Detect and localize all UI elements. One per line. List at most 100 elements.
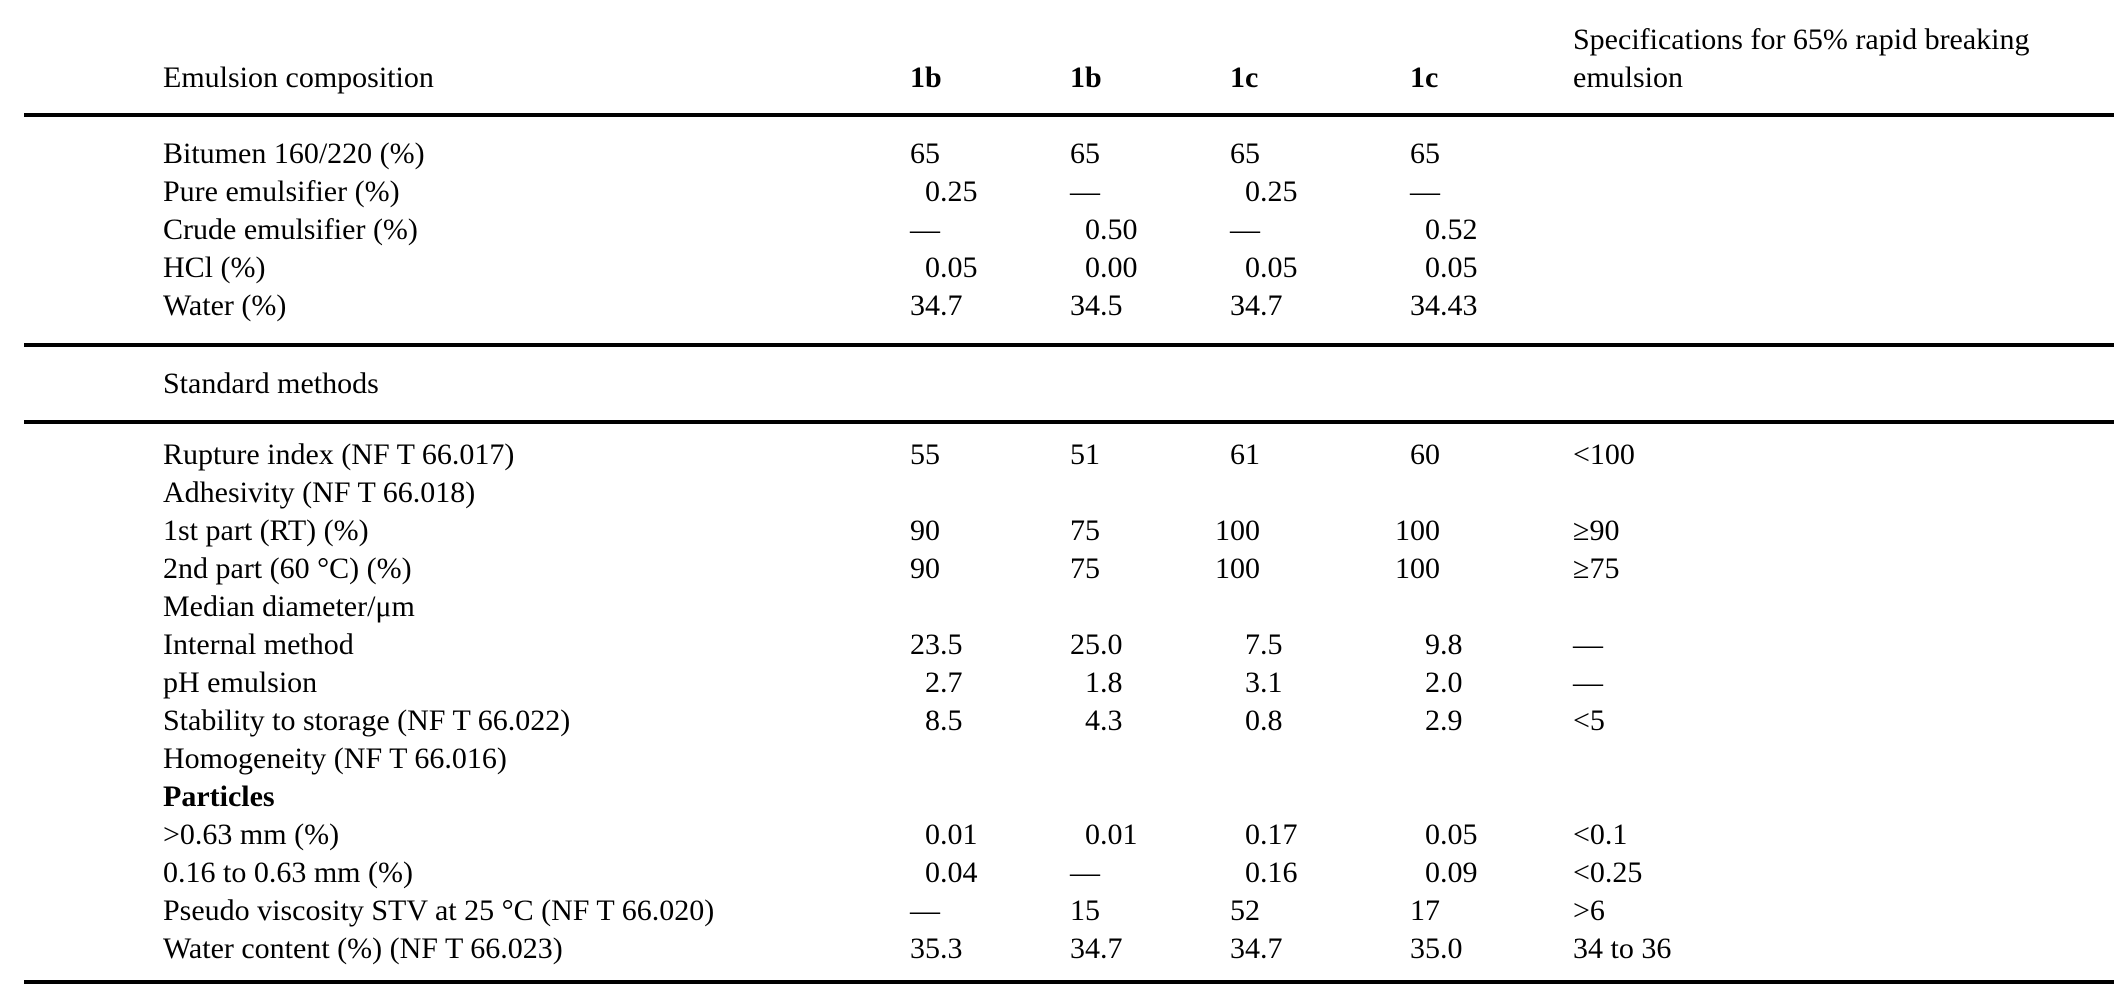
section-label: Standard methods bbox=[163, 367, 379, 400]
specification-value bbox=[1540, 474, 2114, 512]
row-label: HCl (%) bbox=[163, 251, 266, 284]
value-sample-1c-b: 0.05 bbox=[1425, 818, 1478, 851]
column-header-composition: Emulsion composition bbox=[163, 61, 434, 94]
value-sample-1b-b: 34.7 bbox=[1070, 932, 1123, 965]
value-sample-1b-a: 34.7 bbox=[910, 289, 963, 322]
row-label: Bitumen 160/220 (%) bbox=[163, 137, 425, 170]
table-row: 0.16 to 0.63 mm (%) 0.04 — 0.16 0.09 <0.… bbox=[24, 854, 2114, 892]
value-sample-1b-b: 75 bbox=[1070, 514, 1100, 547]
column-header-sample-1c-a: 1c bbox=[1230, 61, 1259, 94]
value-sample-1b-a: 55 bbox=[910, 438, 940, 471]
column-header-sample-1c-b: 1c bbox=[1410, 61, 1439, 94]
value-sample-1b-a: 2.7 bbox=[925, 666, 963, 699]
value-sample-1b-b bbox=[1040, 588, 1200, 626]
table-row: Bitumen 160/220 (%) 65 65 65 65 bbox=[24, 135, 2114, 173]
specification-value bbox=[1540, 588, 2114, 626]
value-sample-1c-b bbox=[1380, 778, 1540, 816]
table-header-row: Emulsion composition 1b 1b 1c 1c Specifi… bbox=[24, 0, 2114, 113]
value-sample-1c-b: 0.09 bbox=[1425, 856, 1478, 889]
row-label: Pure emulsifier (%) bbox=[163, 175, 400, 208]
table-row: Particles bbox=[24, 778, 2114, 816]
value-sample-1b-b: 25.0 bbox=[1070, 628, 1123, 661]
value-sample-1c-b bbox=[1380, 740, 1540, 778]
value-sample-1c-a: 0.25 bbox=[1245, 175, 1298, 208]
value-sample-1b-a: 65 bbox=[910, 137, 940, 170]
value-sample-1b-a: 0.01 bbox=[925, 818, 978, 851]
value-sample-1c-b: 100 bbox=[1395, 514, 1440, 547]
value-sample-1c-a: 61 bbox=[1230, 438, 1260, 471]
specification-value bbox=[1540, 135, 2114, 173]
specification-value bbox=[1540, 249, 2114, 287]
standard-methods-section: Rupture index (NF T 66.017) 55 51 61 60 … bbox=[24, 424, 2114, 980]
table-row: Pure emulsifier (%) 0.25 — 0.25 — bbox=[24, 173, 2114, 211]
value-sample-1b-b: 65 bbox=[1070, 137, 1100, 170]
value-sample-1b-a: — bbox=[910, 894, 940, 927]
value-sample-1c-b: 35.0 bbox=[1410, 932, 1463, 965]
row-label: Median diameter/μm bbox=[163, 590, 415, 623]
table-row: 2nd part (60 °C) (%) 90 75 100 100 ≥75 bbox=[24, 550, 2114, 588]
value-sample-1c-a: 0.8 bbox=[1245, 704, 1283, 737]
value-sample-1c-b: 2.9 bbox=[1425, 704, 1463, 737]
table-row: Adhesivity (NF T 66.018) bbox=[24, 474, 2114, 512]
value-sample-1c-a: 100 bbox=[1215, 552, 1260, 585]
specification-value: <5 bbox=[1573, 704, 1605, 737]
row-label: 1st part (RT) (%) bbox=[163, 514, 369, 547]
value-sample-1b-a: 8.5 bbox=[925, 704, 963, 737]
value-sample-1b-b: — bbox=[1070, 175, 1100, 208]
value-sample-1b-b: 4.3 bbox=[1085, 704, 1123, 737]
row-label: Adhesivity (NF T 66.018) bbox=[163, 476, 476, 509]
table-row: HCl (%) 0.05 0.00 0.05 0.05 bbox=[24, 249, 2114, 287]
column-header-sample-1b-a: 1b bbox=[910, 61, 942, 94]
table-row: Crude emulsifier (%) — 0.50 — 0.52 bbox=[24, 211, 2114, 249]
row-label: Rupture index (NF T 66.017) bbox=[163, 438, 515, 471]
table-row: Rupture index (NF T 66.017) 55 51 61 60 … bbox=[24, 436, 2114, 474]
value-sample-1b-b bbox=[1040, 778, 1200, 816]
specification-value: — bbox=[1573, 628, 1603, 661]
value-sample-1b-a bbox=[880, 588, 1040, 626]
value-sample-1c-b bbox=[1380, 588, 1540, 626]
horizontal-rule-mid-1 bbox=[24, 343, 2114, 347]
value-sample-1c-b: 100 bbox=[1395, 552, 1440, 585]
value-sample-1b-b: 0.00 bbox=[1085, 251, 1138, 284]
row-label: pH emulsion bbox=[163, 666, 318, 699]
row-label: >0.63 mm (%) bbox=[163, 818, 340, 851]
value-sample-1b-b: 51 bbox=[1070, 438, 1100, 471]
value-sample-1b-a: 0.04 bbox=[925, 856, 978, 889]
row-label: Homogeneity (NF T 66.016) bbox=[163, 742, 507, 775]
value-sample-1b-b: 15 bbox=[1070, 894, 1100, 927]
value-sample-1c-b: 34.43 bbox=[1410, 289, 1478, 322]
value-sample-1b-b: 75 bbox=[1070, 552, 1100, 585]
value-sample-1c-b: 65 bbox=[1410, 137, 1440, 170]
value-sample-1c-a bbox=[1200, 588, 1380, 626]
row-label: Crude emulsifier (%) bbox=[163, 213, 418, 246]
value-sample-1b-a: 90 bbox=[910, 514, 940, 547]
value-sample-1b-b: 34.5 bbox=[1070, 289, 1123, 322]
value-sample-1b-b: 1.8 bbox=[1085, 666, 1123, 699]
value-sample-1b-a: 90 bbox=[910, 552, 940, 585]
specification-value bbox=[1540, 287, 2114, 325]
column-header-specifications: Specifications for 65% rapid breaking em… bbox=[1573, 23, 2030, 94]
composition-section: Bitumen 160/220 (%) 65 65 65 65 Pure emu… bbox=[24, 117, 2114, 343]
horizontal-rule-bottom bbox=[24, 980, 2114, 984]
value-sample-1c-b bbox=[1380, 474, 1540, 512]
emulsion-table: Emulsion composition 1b 1b 1c 1c Specifi… bbox=[24, 0, 2114, 984]
value-sample-1c-a: 0.05 bbox=[1245, 251, 1298, 284]
row-label: Stability to storage (NF T 66.022) bbox=[163, 704, 571, 737]
table-row: 1st part (RT) (%) 90 75 100 100 ≥90 bbox=[24, 512, 2114, 550]
value-sample-1c-b: 0.52 bbox=[1425, 213, 1478, 246]
row-label: Particles bbox=[163, 780, 275, 813]
specification-value bbox=[1540, 211, 2114, 249]
column-header-sample-1b-b: 1b bbox=[1070, 61, 1102, 94]
table-row: >0.63 mm (%) 0.01 0.01 0.17 0.05 <0.1 bbox=[24, 816, 2114, 854]
value-sample-1b-a: — bbox=[910, 213, 940, 246]
specification-value: >6 bbox=[1573, 894, 1605, 927]
value-sample-1b-a: 23.5 bbox=[910, 628, 963, 661]
specification-value bbox=[1540, 740, 2114, 778]
value-sample-1c-a: 65 bbox=[1230, 137, 1260, 170]
value-sample-1c-a: 7.5 bbox=[1245, 628, 1283, 661]
specification-value: — bbox=[1573, 666, 1603, 699]
horizontal-rule-top bbox=[24, 113, 2114, 117]
row-label: Water content (%) (NF T 66.023) bbox=[163, 932, 563, 965]
value-sample-1c-a: — bbox=[1230, 213, 1260, 246]
specification-value: <100 bbox=[1573, 438, 1635, 471]
